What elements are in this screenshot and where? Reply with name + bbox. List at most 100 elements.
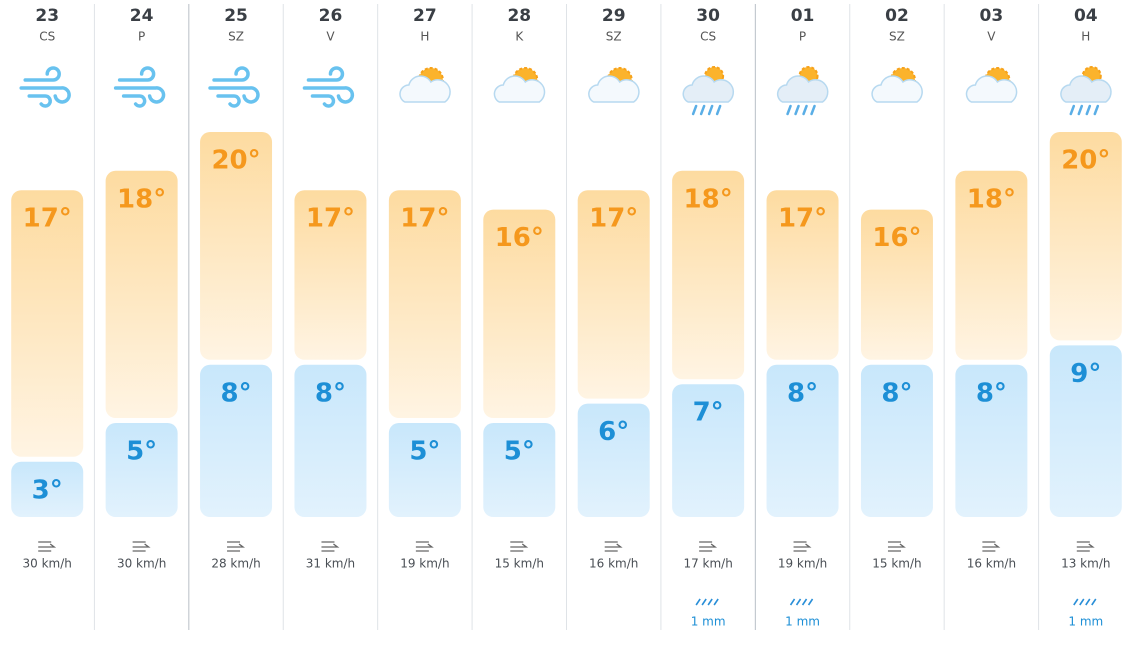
high-bar xyxy=(1049,132,1122,341)
wind-speed: 15 km/h xyxy=(495,557,544,571)
low-label: 5° xyxy=(409,437,440,467)
weather-icon xyxy=(871,67,923,103)
wind-speed: 30 km/h xyxy=(23,557,72,571)
low-bar xyxy=(577,403,650,517)
low-bar xyxy=(11,461,84,517)
high-label: 17° xyxy=(400,204,449,234)
low-label: 8° xyxy=(220,378,251,408)
low-label: 6° xyxy=(598,417,629,447)
weather-icon xyxy=(208,66,260,108)
weekday: V xyxy=(326,30,335,44)
date: 01 xyxy=(791,6,815,26)
rain-icon xyxy=(1073,598,1097,606)
high-bar xyxy=(483,209,556,418)
low-bar xyxy=(105,423,178,517)
wind-arrow xyxy=(604,541,623,552)
low-label: 8° xyxy=(976,378,1007,408)
high-bar xyxy=(860,209,933,360)
weather-icon xyxy=(19,66,71,108)
rain-drop xyxy=(1077,104,1084,116)
wind-speed: 13 km/h xyxy=(1061,557,1110,571)
low-bar xyxy=(955,364,1028,517)
wind-speed: 19 km/h xyxy=(400,557,449,571)
high-bar xyxy=(577,190,650,399)
rain-icon xyxy=(789,598,814,606)
weekday: P xyxy=(138,30,145,44)
low-label: 3° xyxy=(32,475,63,505)
low-label: 8° xyxy=(787,378,818,408)
rain-drop xyxy=(691,104,698,116)
low-label: 7° xyxy=(693,398,724,428)
high-bar xyxy=(105,170,178,418)
high-label: 17° xyxy=(306,204,355,234)
wind-arrow xyxy=(132,541,151,552)
wind-icon xyxy=(113,66,166,108)
low-label: 5° xyxy=(504,437,535,467)
high-label: 18° xyxy=(117,184,166,214)
low-bar xyxy=(1049,345,1122,517)
wind-arrow xyxy=(793,541,812,552)
cloud xyxy=(493,75,546,103)
weather-icon xyxy=(965,67,1018,103)
weekday: CS xyxy=(39,30,55,44)
high-label: 18° xyxy=(684,184,733,214)
high-label: 20° xyxy=(211,146,260,176)
wind-speed: 17 km/h xyxy=(683,557,732,571)
high-bar xyxy=(672,170,745,380)
date: 03 xyxy=(980,6,1004,26)
weekday: SZ xyxy=(228,30,244,44)
wind-speed: 31 km/h xyxy=(306,557,355,571)
wind-arrow xyxy=(38,541,57,552)
rain-drop xyxy=(1093,104,1100,116)
wind-icon xyxy=(302,66,355,108)
low-label: 5° xyxy=(126,437,157,467)
weekday: P xyxy=(799,30,806,44)
cloud xyxy=(1060,75,1112,103)
rain-drop xyxy=(1085,104,1092,116)
date: 27 xyxy=(413,6,437,26)
wind-speed: 16 km/h xyxy=(589,557,638,571)
weekday: SZ xyxy=(889,30,905,44)
date: 26 xyxy=(319,6,343,26)
high-label: 16° xyxy=(495,223,544,253)
wind-icon xyxy=(208,66,260,108)
cloud xyxy=(588,75,640,103)
rain-drop xyxy=(1069,104,1076,116)
high-label: 18° xyxy=(967,184,1016,214)
weather-icon xyxy=(399,67,451,103)
low-bar xyxy=(294,364,367,517)
precipitation: 1 mm xyxy=(1068,615,1103,629)
weather-icon xyxy=(113,66,166,108)
wind-icon xyxy=(19,66,71,108)
rain-drop xyxy=(810,104,816,116)
low-label: 9° xyxy=(1070,359,1101,389)
rain-drop xyxy=(802,104,808,116)
cloud xyxy=(871,75,923,103)
wind-speed: 15 km/h xyxy=(872,557,921,571)
wind-speed: 28 km/h xyxy=(211,557,260,571)
date: 02 xyxy=(885,6,909,26)
rain-drop xyxy=(707,104,714,116)
precipitation: 1 mm xyxy=(785,615,820,629)
rain-drop xyxy=(786,104,792,116)
wind-arrow xyxy=(982,541,1001,552)
wind-speed: 19 km/h xyxy=(778,557,827,571)
low-bar xyxy=(200,364,273,517)
rain-icon xyxy=(695,598,719,606)
weekday: H xyxy=(420,30,429,44)
low-bar xyxy=(860,364,933,517)
weather-icon xyxy=(588,67,640,103)
weather-icon xyxy=(302,66,355,108)
wind-speed: 16 km/h xyxy=(967,557,1016,571)
weather-icon xyxy=(1060,66,1112,116)
high-bar xyxy=(955,170,1028,360)
high-bar xyxy=(388,190,461,418)
high-label: 17° xyxy=(23,204,72,234)
weather-icon xyxy=(776,66,829,116)
cloud xyxy=(965,75,1018,103)
high-label: 16° xyxy=(872,223,921,253)
low-bar xyxy=(483,423,556,517)
cloud xyxy=(399,75,451,103)
wind-speed: 30 km/h xyxy=(117,557,166,571)
wind-arrow xyxy=(887,541,906,552)
